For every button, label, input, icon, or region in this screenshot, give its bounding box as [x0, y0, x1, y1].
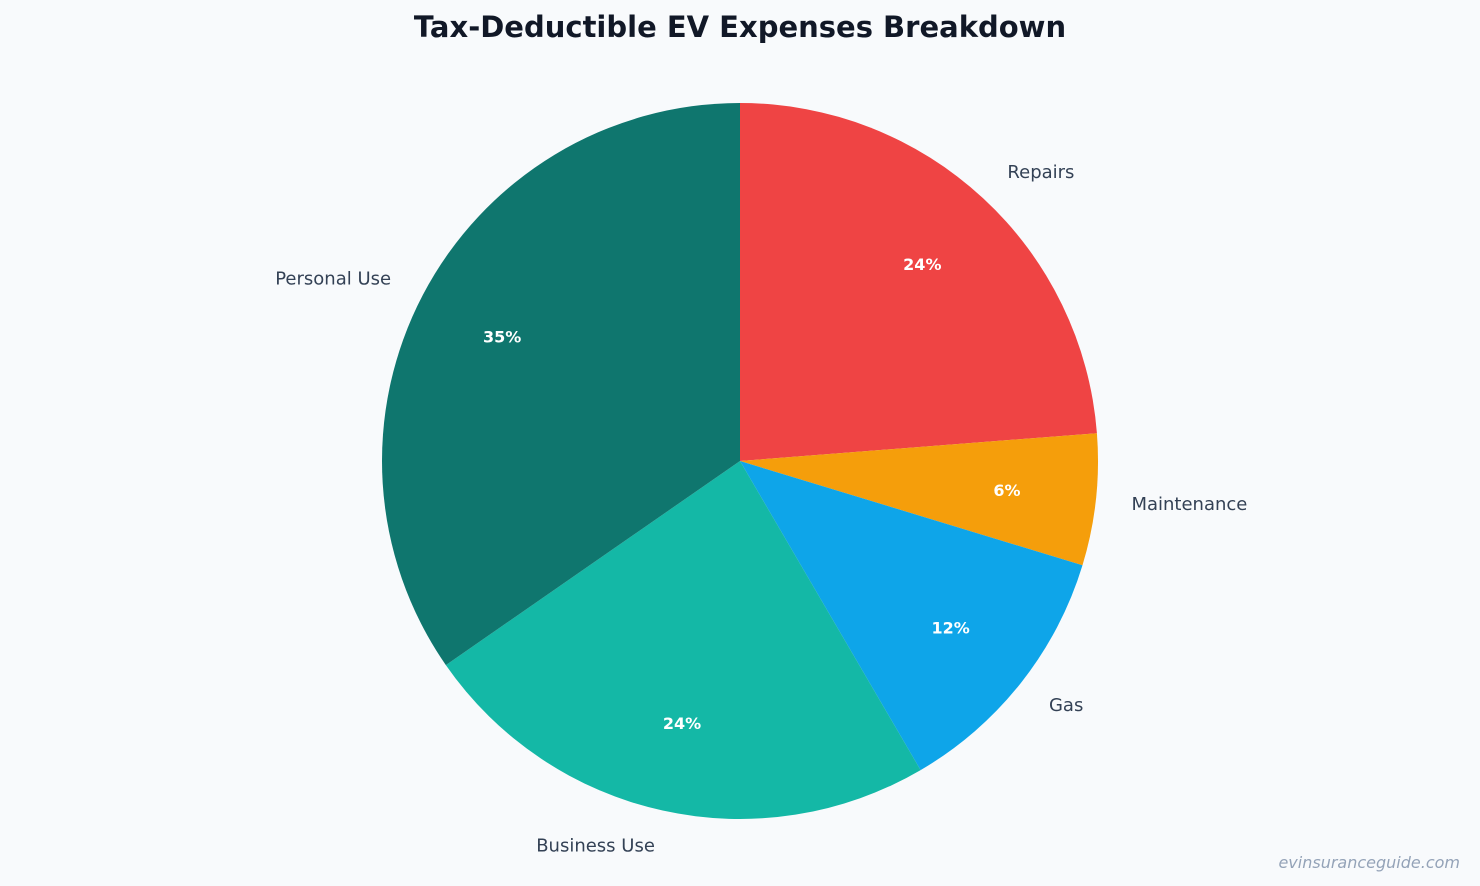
- category-label-maintenance: Maintenance: [1131, 494, 1247, 515]
- chart-title: Tax-Deductible EV Expenses Breakdown: [414, 10, 1066, 44]
- watermark-text: evinsuranceguide.com: [1278, 853, 1460, 872]
- percent-label-maintenance: 6%: [993, 481, 1020, 500]
- category-label-personal-use: Personal Use: [275, 268, 391, 289]
- pie-slices: [381, 102, 1098, 819]
- pie-slice-business-use: [445, 461, 921, 819]
- category-label-business-use: Business Use: [536, 836, 655, 857]
- pie-slice-gas: [740, 461, 1083, 771]
- pie-slice-repairs: [740, 103, 1097, 461]
- category-labels: Repairs Maintenance Gas Business Use Persona…: [275, 162, 1247, 857]
- percent-label-repairs: 24%: [903, 255, 941, 274]
- percent-label-personal-use: 35%: [483, 328, 521, 347]
- percent-label-business-use: 24%: [663, 714, 701, 733]
- pie-slice-maintenance: [740, 433, 1098, 566]
- percent-label-gas: 12%: [932, 618, 970, 637]
- category-label-gas: Gas: [1049, 695, 1083, 716]
- pie-slice-personal-use: [381, 102, 740, 666]
- category-label-repairs: Repairs: [1007, 162, 1074, 183]
- percent-labels: 24% 6% 12% 24% 35%: [483, 255, 1021, 733]
